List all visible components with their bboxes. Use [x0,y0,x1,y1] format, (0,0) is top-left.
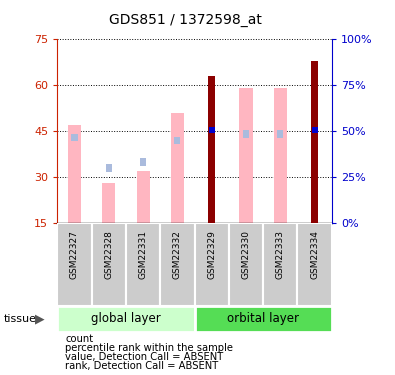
Text: GSM22332: GSM22332 [173,230,182,279]
Bar [57,306,195,332]
Bar [57,223,92,306]
Text: GSM22327: GSM22327 [70,230,79,279]
Text: count: count [65,334,93,344]
Text: GSM22328: GSM22328 [104,230,113,279]
Bar [208,76,215,223]
Bar [229,223,263,306]
Text: value, Detection Call = ABSENT: value, Detection Call = ABSENT [65,352,224,362]
Bar [312,127,318,133]
Bar [174,136,181,144]
Bar [126,223,160,306]
Bar [92,223,126,306]
Bar [171,113,184,223]
Text: GSM22331: GSM22331 [139,230,148,279]
Bar [297,223,332,306]
Bar [137,171,150,223]
Text: GSM22333: GSM22333 [276,230,285,279]
Bar [209,127,215,133]
Bar [274,88,287,223]
Bar [195,223,229,306]
Text: orbital layer: orbital layer [227,312,299,325]
Bar [277,130,284,138]
Text: GSM22330: GSM22330 [241,230,250,279]
Text: rank, Detection Call = ABSENT: rank, Detection Call = ABSENT [65,361,218,371]
Bar [311,61,318,223]
Text: global layer: global layer [91,312,161,325]
Bar [195,306,332,332]
Text: GSM22334: GSM22334 [310,230,319,279]
Bar [105,164,112,172]
Text: percentile rank within the sample: percentile rank within the sample [65,343,233,353]
Bar [263,223,297,306]
Bar [239,88,252,223]
Bar [71,134,77,141]
Bar [140,158,146,166]
Text: GDS851 / 1372598_at: GDS851 / 1372598_at [109,13,262,27]
Bar [160,223,195,306]
Text: ▶: ▶ [35,312,44,325]
Bar [243,130,249,138]
Bar [68,125,81,223]
Text: GSM22329: GSM22329 [207,230,216,279]
Bar [102,183,115,223]
Text: tissue: tissue [4,314,37,324]
